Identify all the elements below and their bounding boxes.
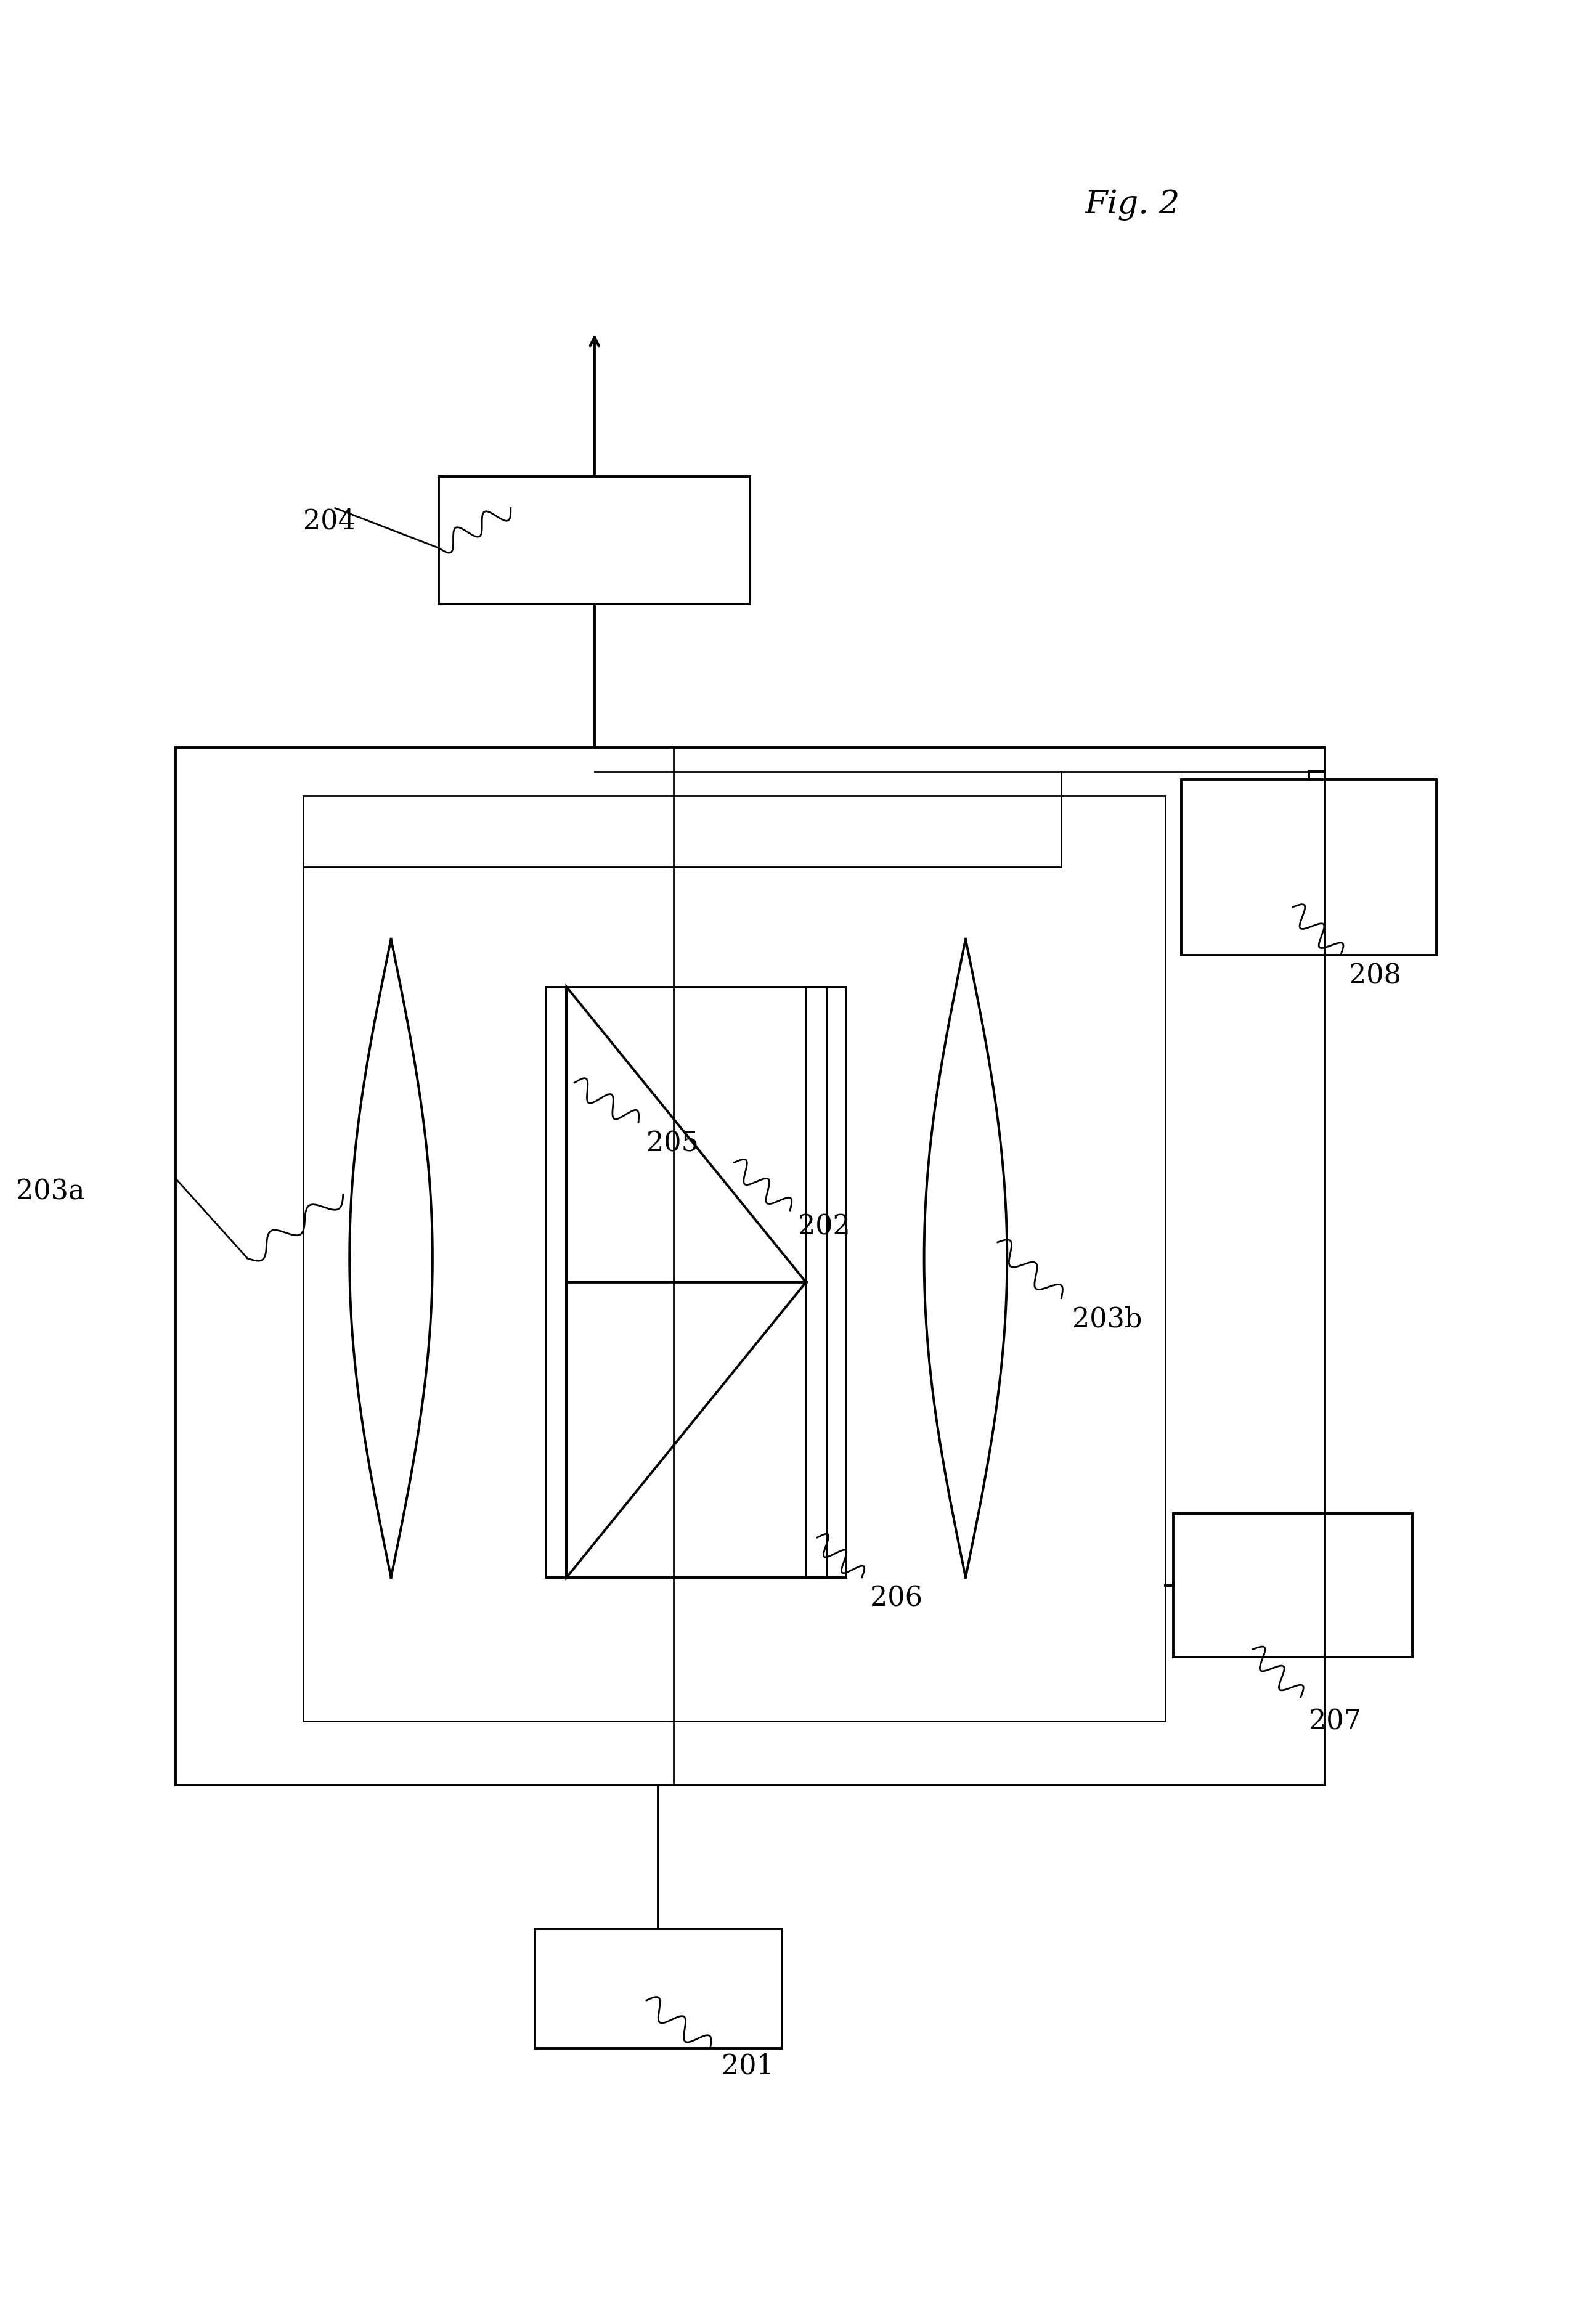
Text: Fig. 2: Fig. 2 <box>1085 189 1181 219</box>
Bar <box>806 986 827 1577</box>
Bar <box>546 986 567 1577</box>
Text: 206: 206 <box>870 1586 922 1612</box>
Text: 208: 208 <box>1349 963 1401 991</box>
Bar <box>567 986 846 1577</box>
Text: 201: 201 <box>721 2053 774 2080</box>
Bar <box>1181 780 1436 956</box>
Bar <box>439 476 750 605</box>
Text: 204: 204 <box>303 508 356 536</box>
Bar <box>303 794 1165 1720</box>
Bar <box>176 748 1325 1785</box>
Bar <box>1173 1515 1412 1658</box>
Text: 203a: 203a <box>16 1178 85 1205</box>
Text: 207: 207 <box>1309 1709 1361 1734</box>
Text: 205: 205 <box>646 1131 699 1157</box>
Text: 203b: 203b <box>1073 1307 1143 1332</box>
Text: 202: 202 <box>798 1215 851 1240</box>
Bar <box>535 1928 782 2048</box>
